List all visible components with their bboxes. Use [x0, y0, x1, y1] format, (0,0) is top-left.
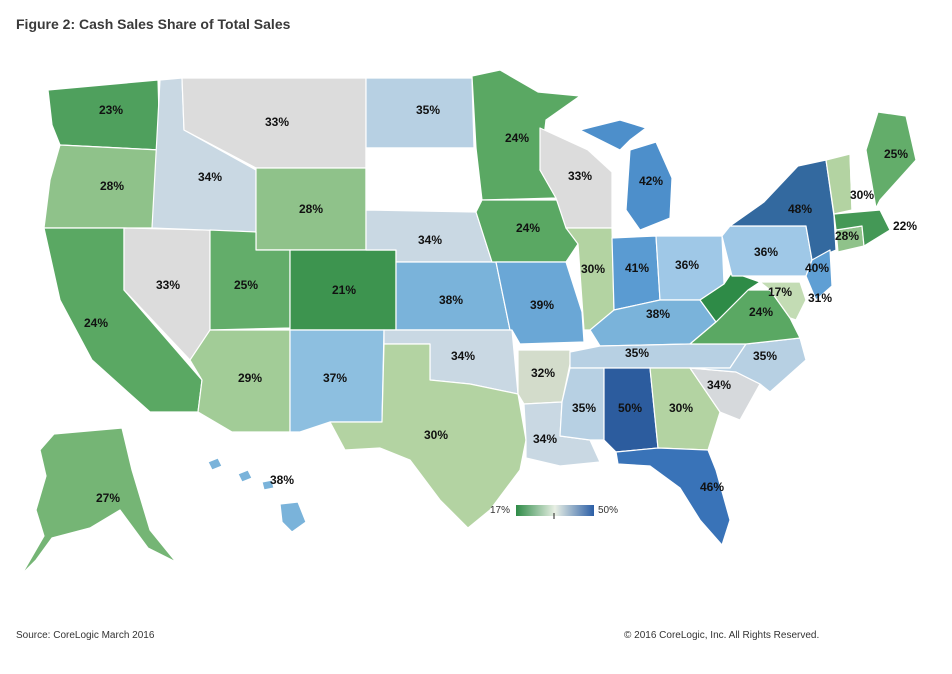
state-label-nj: 40%	[805, 261, 829, 275]
state-label-mo: 39%	[530, 298, 554, 312]
state-value-labels: 23% 28% 24% 33% 34% 33% 28% 25% 29% 21% 37% 35% 34% 3…	[84, 103, 917, 505]
state-label-in: 41%	[625, 261, 649, 275]
state-label-nm: 37%	[323, 371, 347, 385]
state-label-ak: 27%	[96, 491, 120, 505]
state-label-ne: 34%	[418, 233, 442, 247]
state-label-mt: 33%	[265, 115, 289, 129]
state-md	[759, 281, 807, 321]
state-label-vt: 30%	[850, 188, 874, 202]
state-hi	[207, 457, 307, 533]
state-label-ut: 25%	[234, 278, 258, 292]
state-mi	[579, 119, 673, 231]
legend-gradient-bar	[516, 505, 594, 516]
state-label-sc: 34%	[707, 378, 731, 392]
state-nj	[805, 249, 833, 301]
state-label-la: 34%	[533, 432, 557, 446]
legend-max-label: 50%	[598, 505, 618, 516]
state-label-mn: 24%	[505, 131, 529, 145]
state-ga	[649, 367, 721, 451]
state-label-pa: 36%	[754, 245, 778, 259]
state-label-wv: 17%	[768, 285, 792, 299]
chart-title: Figure 2: Cash Sales Share of Total Sale…	[16, 16, 291, 32]
state-ak	[21, 427, 177, 575]
state-label-ks: 38%	[439, 293, 463, 307]
state-label-id: 34%	[198, 170, 222, 184]
state-label-oh: 36%	[675, 258, 699, 272]
state-sd	[365, 147, 477, 213]
state-label-hi: 38%	[270, 473, 294, 487]
state-label-al: 50%	[618, 401, 642, 415]
state-me	[865, 111, 917, 209]
state-label-ar: 32%	[531, 366, 555, 380]
state-label-fl: 46%	[700, 480, 724, 494]
state-label-tx: 30%	[424, 428, 448, 442]
state-label-mi: 42%	[639, 174, 663, 188]
state-label-or: 28%	[100, 179, 124, 193]
state-label-az: 29%	[238, 371, 262, 385]
state-label-co: 21%	[332, 283, 356, 297]
state-mo	[495, 261, 585, 345]
state-label-ky: 38%	[646, 307, 670, 321]
state-tx	[329, 343, 527, 529]
state-label-wa: 23%	[99, 103, 123, 117]
state-label-nc: 35%	[753, 349, 777, 363]
state-label-nv: 33%	[156, 278, 180, 292]
source-note: Source: CoreLogic March 2016	[16, 630, 155, 641]
state-label-wi: 33%	[568, 169, 592, 183]
color-legend: 17% 50%	[490, 505, 618, 519]
state-label-ms: 35%	[572, 401, 596, 415]
state-label-ma: 22%	[893, 219, 917, 233]
copyright-note: © 2016 CoreLogic, Inc. All Rights Reserv…	[624, 630, 820, 641]
state-tn	[569, 343, 747, 369]
state-label-wy: 28%	[299, 202, 323, 216]
state-label-me: 25%	[884, 147, 908, 161]
state-ma	[833, 209, 891, 247]
state-label-md: 31%	[808, 291, 832, 305]
state-label-il: 30%	[581, 262, 605, 276]
state-label-ny: 48%	[788, 202, 812, 216]
state-label-ga: 30%	[669, 401, 693, 415]
state-label-va: 24%	[749, 305, 773, 319]
state-label-ct: 28%	[835, 229, 859, 243]
state-label-ok: 34%	[451, 349, 475, 363]
state-label-ia: 24%	[516, 221, 540, 235]
legend-min-label: 17%	[490, 505, 510, 516]
state-label-ca: 24%	[84, 316, 108, 330]
state-fl	[615, 447, 731, 546]
state-label-tn: 35%	[625, 346, 649, 360]
state-label-nd: 35%	[416, 103, 440, 117]
